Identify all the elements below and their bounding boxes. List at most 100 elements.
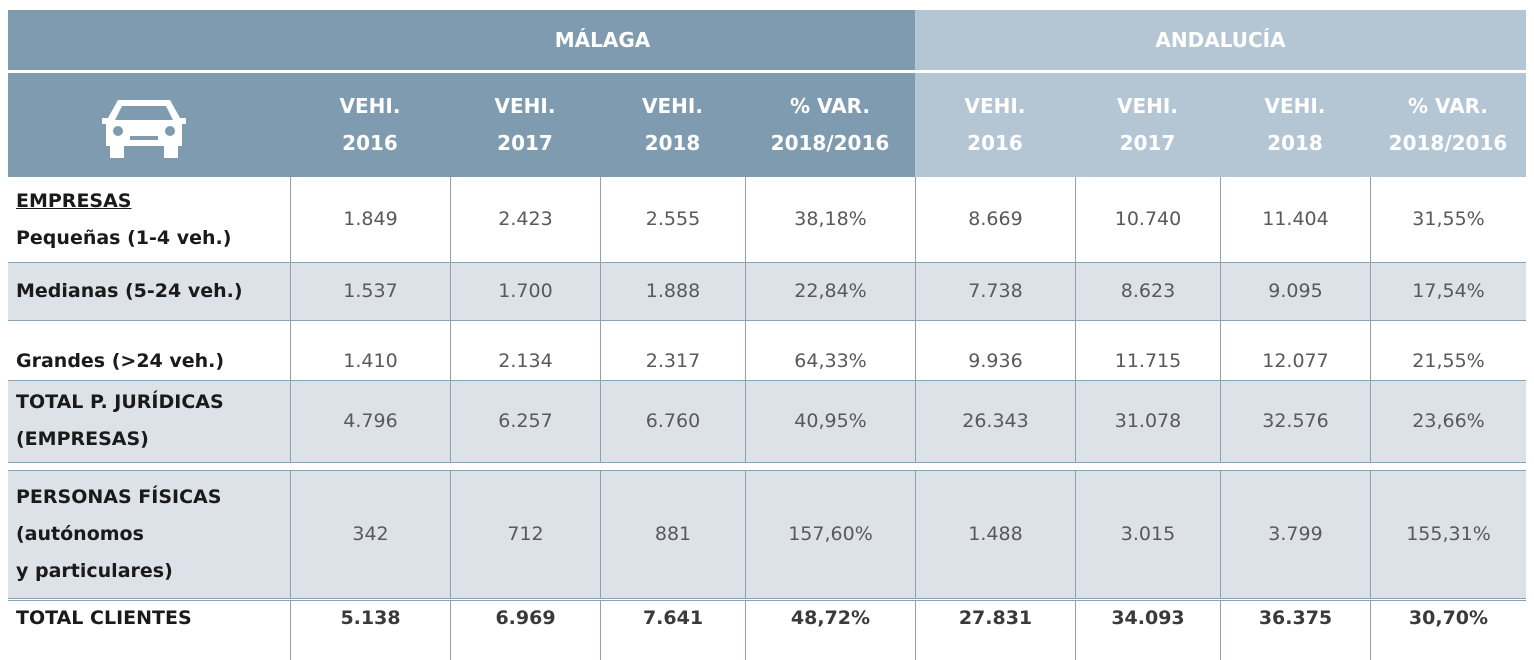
- cell: 32.576: [1220, 380, 1370, 462]
- cell: 5.138: [290, 600, 450, 660]
- table: MÁLAGA ANDALUCÍA VEHI. 2016 VEHI. 2017 VEHI. 20…: [8, 10, 1526, 660]
- cell: 1.700: [450, 262, 600, 320]
- cell: 31,55%: [1370, 177, 1526, 262]
- text: 157,60%: [788, 522, 873, 545]
- text: VEHI.: [642, 94, 703, 118]
- text: 155,31%: [1406, 522, 1491, 545]
- text: 32.576: [1262, 409, 1329, 432]
- group-header: MÁLAGA: [290, 10, 915, 70]
- text: 6.760: [645, 409, 701, 432]
- text: 6.257: [498, 409, 553, 432]
- cell: 38,18%: [745, 177, 915, 262]
- text: 11.404: [1262, 208, 1329, 230]
- text: 2.134: [498, 350, 553, 372]
- cell: 36.375: [1220, 600, 1370, 660]
- row-rule: [8, 600, 1526, 601]
- text: 2017: [1119, 131, 1176, 155]
- cell: 22,84%: [745, 262, 915, 320]
- text: 3.015: [1120, 522, 1176, 545]
- text: TOTAL CLIENTES: [16, 607, 192, 629]
- row-label: EMPRESAS Pequeñas (1-4 veh.): [8, 177, 290, 262]
- cell: 7.641: [600, 600, 745, 660]
- text: VEHI.: [1264, 94, 1326, 118]
- column-header: VEHI. 2017: [450, 73, 600, 177]
- column-header: VEHI. 2016: [290, 73, 450, 177]
- cell: 881: [600, 470, 745, 598]
- text: 9.936: [968, 350, 1023, 372]
- text: 11.715: [1114, 350, 1182, 372]
- text: 38,18%: [794, 208, 867, 230]
- text: 12.077: [1262, 350, 1329, 372]
- text: 7.641: [642, 607, 704, 629]
- text: 7.738: [968, 279, 1023, 302]
- text: 2016: [342, 131, 398, 155]
- cell: 26.343: [915, 380, 1075, 462]
- cell: 64,33%: [745, 320, 915, 380]
- text: 8.623: [1120, 279, 1176, 302]
- row-rule: [8, 262, 1526, 263]
- column-header: % VAR. 2018/2016: [745, 73, 915, 177]
- cell: 27.831: [915, 600, 1075, 660]
- text: VEHI.: [339, 94, 401, 118]
- cell: 30,70%: [1370, 600, 1526, 660]
- cell: 1.488: [915, 470, 1075, 598]
- text: 2.423: [498, 208, 553, 230]
- row-label: Medianas (5-24 veh.): [8, 262, 290, 320]
- text: 17,54%: [1412, 279, 1485, 302]
- cell: 4.796: [290, 380, 450, 462]
- cell: 34.093: [1075, 600, 1220, 660]
- row-label: TOTAL CLIENTES: [8, 600, 290, 660]
- text: 22,84%: [794, 279, 867, 302]
- text: Pequeñas (1-4 veh.): [16, 226, 232, 249]
- text: (EMPRESAS): [16, 428, 149, 450]
- text: 31.078: [1114, 409, 1182, 432]
- text: 2018: [644, 131, 701, 155]
- cell: 8.623: [1075, 262, 1220, 320]
- cell: 2.134: [450, 320, 600, 380]
- text: VEHI.: [1117, 94, 1178, 118]
- text: Grandes (>24 veh.): [16, 350, 225, 372]
- cell: 10.740: [1075, 177, 1220, 262]
- text: 1.410: [343, 350, 398, 372]
- text: 2018/2016: [1388, 131, 1508, 155]
- cell: 712: [450, 470, 600, 598]
- cell: 2.555: [600, 177, 745, 262]
- row-rule: [8, 320, 1526, 321]
- text: 31,55%: [1412, 208, 1485, 230]
- text: 3.799: [1268, 522, 1323, 545]
- text: 712: [507, 522, 544, 545]
- cell: 48,72%: [745, 600, 915, 660]
- text: VEHI.: [494, 94, 556, 118]
- row-label: Grandes (>24 veh.): [8, 320, 290, 380]
- cell: 3.799: [1220, 470, 1370, 598]
- cell: 6.969: [450, 600, 600, 660]
- text: 8.669: [968, 208, 1023, 230]
- column-header: VEHI. 2017: [1075, 73, 1220, 177]
- cell: 12.077: [1220, 320, 1370, 380]
- cell: 3.015: [1075, 470, 1220, 598]
- row-rule: [8, 598, 1526, 599]
- text: 1.700: [498, 279, 553, 302]
- text: 1.488: [968, 522, 1023, 545]
- column-header: VEHI. 2018: [1220, 73, 1370, 177]
- cell: 157,60%: [745, 470, 915, 598]
- cell: 1.849: [290, 177, 450, 262]
- text: 2018: [1267, 131, 1323, 155]
- cell: 6.257: [450, 380, 600, 462]
- text: 1.849: [343, 208, 398, 230]
- text: 881: [654, 522, 692, 545]
- row-label: TOTAL P. JURÍDICAS (EMPRESAS): [8, 380, 290, 462]
- row-rule: [8, 462, 1526, 463]
- text: 36.375: [1258, 607, 1333, 629]
- text: 9.095: [1268, 279, 1323, 302]
- text: % VAR.: [790, 94, 870, 118]
- text: 40,95%: [794, 409, 867, 432]
- column-header: VEHI. 2018: [600, 73, 745, 177]
- cell: 31.078: [1075, 380, 1220, 462]
- text: 26.343: [962, 409, 1029, 432]
- row-rule: [8, 470, 1526, 471]
- cell: 1.410: [290, 320, 450, 380]
- text: 21,55%: [1412, 350, 1485, 372]
- text: 2.317: [645, 350, 701, 372]
- cell: 11.404: [1220, 177, 1370, 262]
